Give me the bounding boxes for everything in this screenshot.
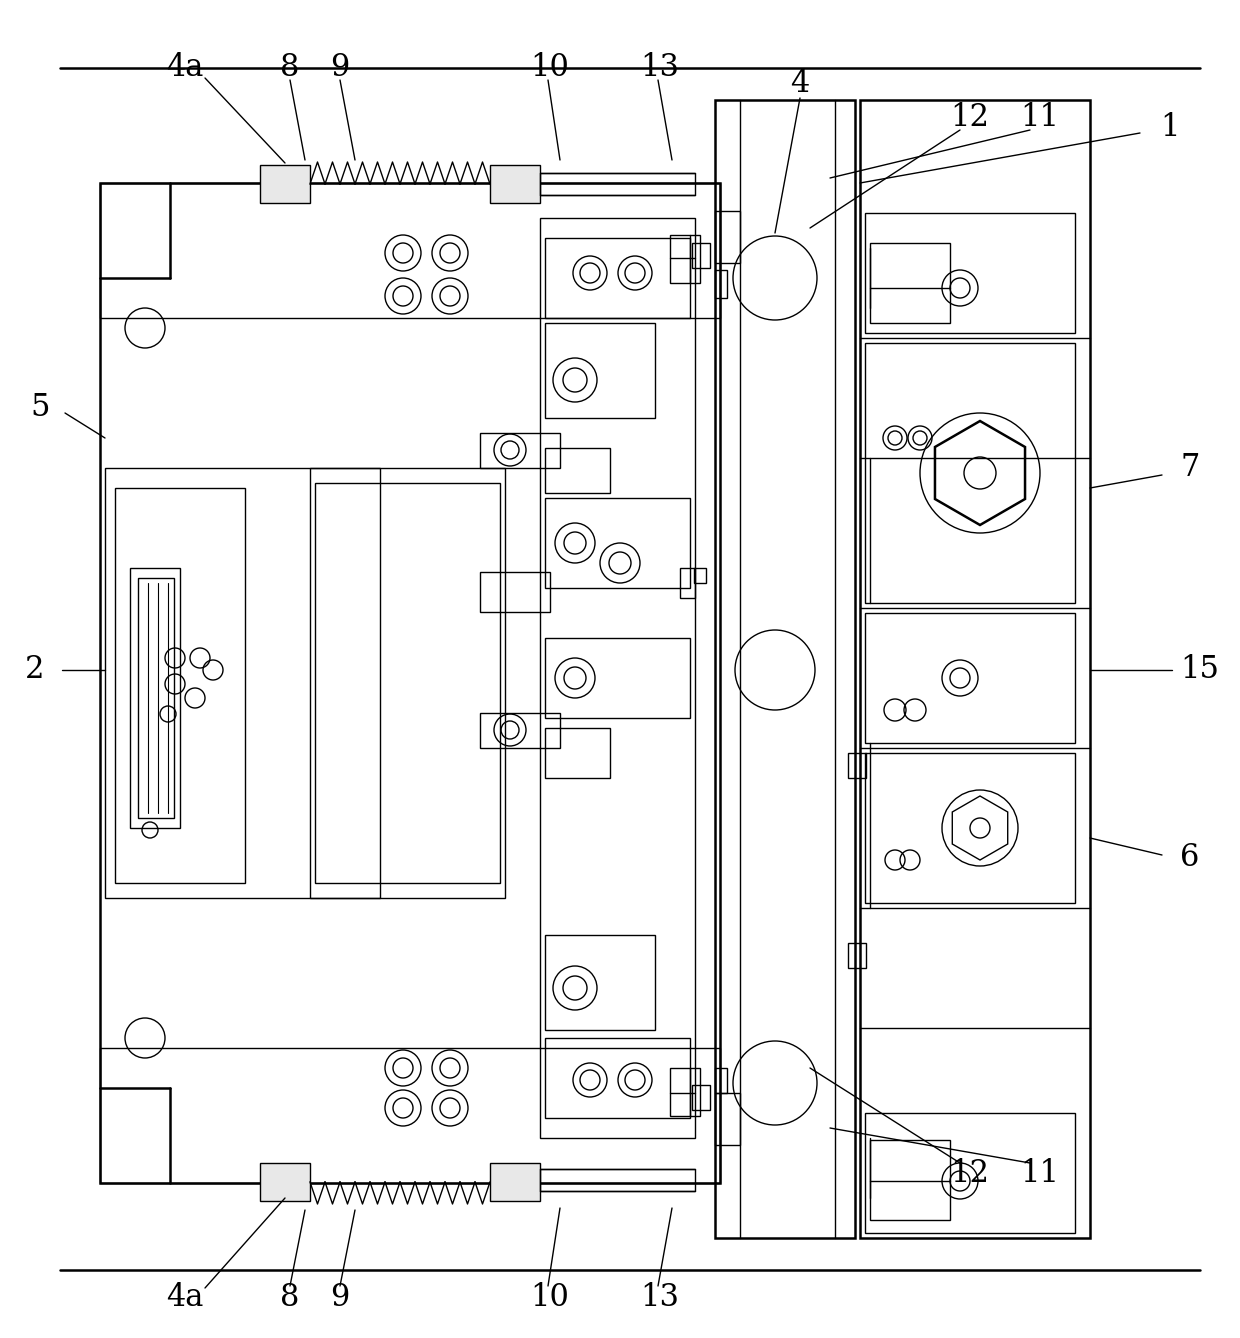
Bar (866, 1113, 1075, 1234)
Bar (546, 728, 610, 777)
Text: 9: 9 (330, 52, 350, 83)
Bar (100, 183, 720, 1183)
Bar (539, 1169, 694, 1191)
Text: 7: 7 (1180, 452, 1199, 483)
Text: 10: 10 (531, 52, 569, 83)
Bar (100, 183, 720, 318)
Bar (105, 468, 379, 898)
Bar (866, 213, 1075, 333)
Bar (310, 468, 505, 898)
Bar (715, 1068, 727, 1093)
Bar (715, 1093, 740, 1145)
Bar (692, 244, 711, 268)
Text: 2: 2 (25, 654, 45, 685)
Bar (546, 322, 655, 417)
Bar (692, 1085, 711, 1111)
Bar (546, 638, 689, 719)
Bar (715, 100, 856, 1238)
Text: 4a: 4a (166, 52, 203, 83)
Text: 8: 8 (280, 52, 300, 83)
Bar (866, 753, 1075, 903)
Bar (546, 238, 689, 318)
Bar (866, 343, 1075, 603)
Bar (130, 569, 180, 828)
Text: 4a: 4a (166, 1283, 203, 1314)
Text: 1: 1 (1161, 112, 1179, 143)
Bar (539, 218, 694, 1139)
Bar (715, 270, 727, 298)
Bar (866, 613, 1075, 743)
Text: 8: 8 (280, 1283, 300, 1314)
Text: 5: 5 (30, 392, 50, 424)
Bar (715, 211, 740, 264)
Text: 11: 11 (1021, 1157, 1059, 1188)
Text: 13: 13 (641, 1283, 680, 1314)
Bar (100, 1048, 720, 1183)
Text: 15: 15 (1180, 654, 1219, 685)
Bar (670, 235, 701, 284)
Bar (260, 1163, 310, 1202)
Bar (546, 1038, 689, 1119)
Text: 4: 4 (790, 67, 810, 99)
Bar (539, 173, 694, 195)
Bar (490, 165, 539, 203)
Bar (848, 753, 866, 777)
Bar (546, 448, 610, 492)
Bar (680, 569, 694, 598)
Text: 9: 9 (330, 1283, 350, 1314)
Text: 12: 12 (951, 1157, 990, 1188)
Bar (315, 483, 500, 883)
Text: 6: 6 (1180, 843, 1199, 874)
Bar (490, 1163, 539, 1202)
Bar (694, 569, 706, 583)
Text: 10: 10 (531, 1283, 569, 1314)
Bar (260, 165, 310, 203)
Bar (546, 935, 655, 1030)
Bar (480, 434, 560, 468)
Bar (546, 498, 689, 587)
Bar (115, 488, 246, 883)
Bar (670, 1068, 701, 1116)
Bar (870, 244, 950, 322)
Text: 13: 13 (641, 52, 680, 83)
Text: 11: 11 (1021, 103, 1059, 134)
Bar (848, 943, 866, 967)
Bar (138, 578, 174, 818)
Bar (480, 573, 551, 611)
Text: 12: 12 (951, 103, 990, 134)
Bar (480, 713, 560, 748)
Bar (870, 1140, 950, 1220)
Bar (861, 100, 1090, 1238)
